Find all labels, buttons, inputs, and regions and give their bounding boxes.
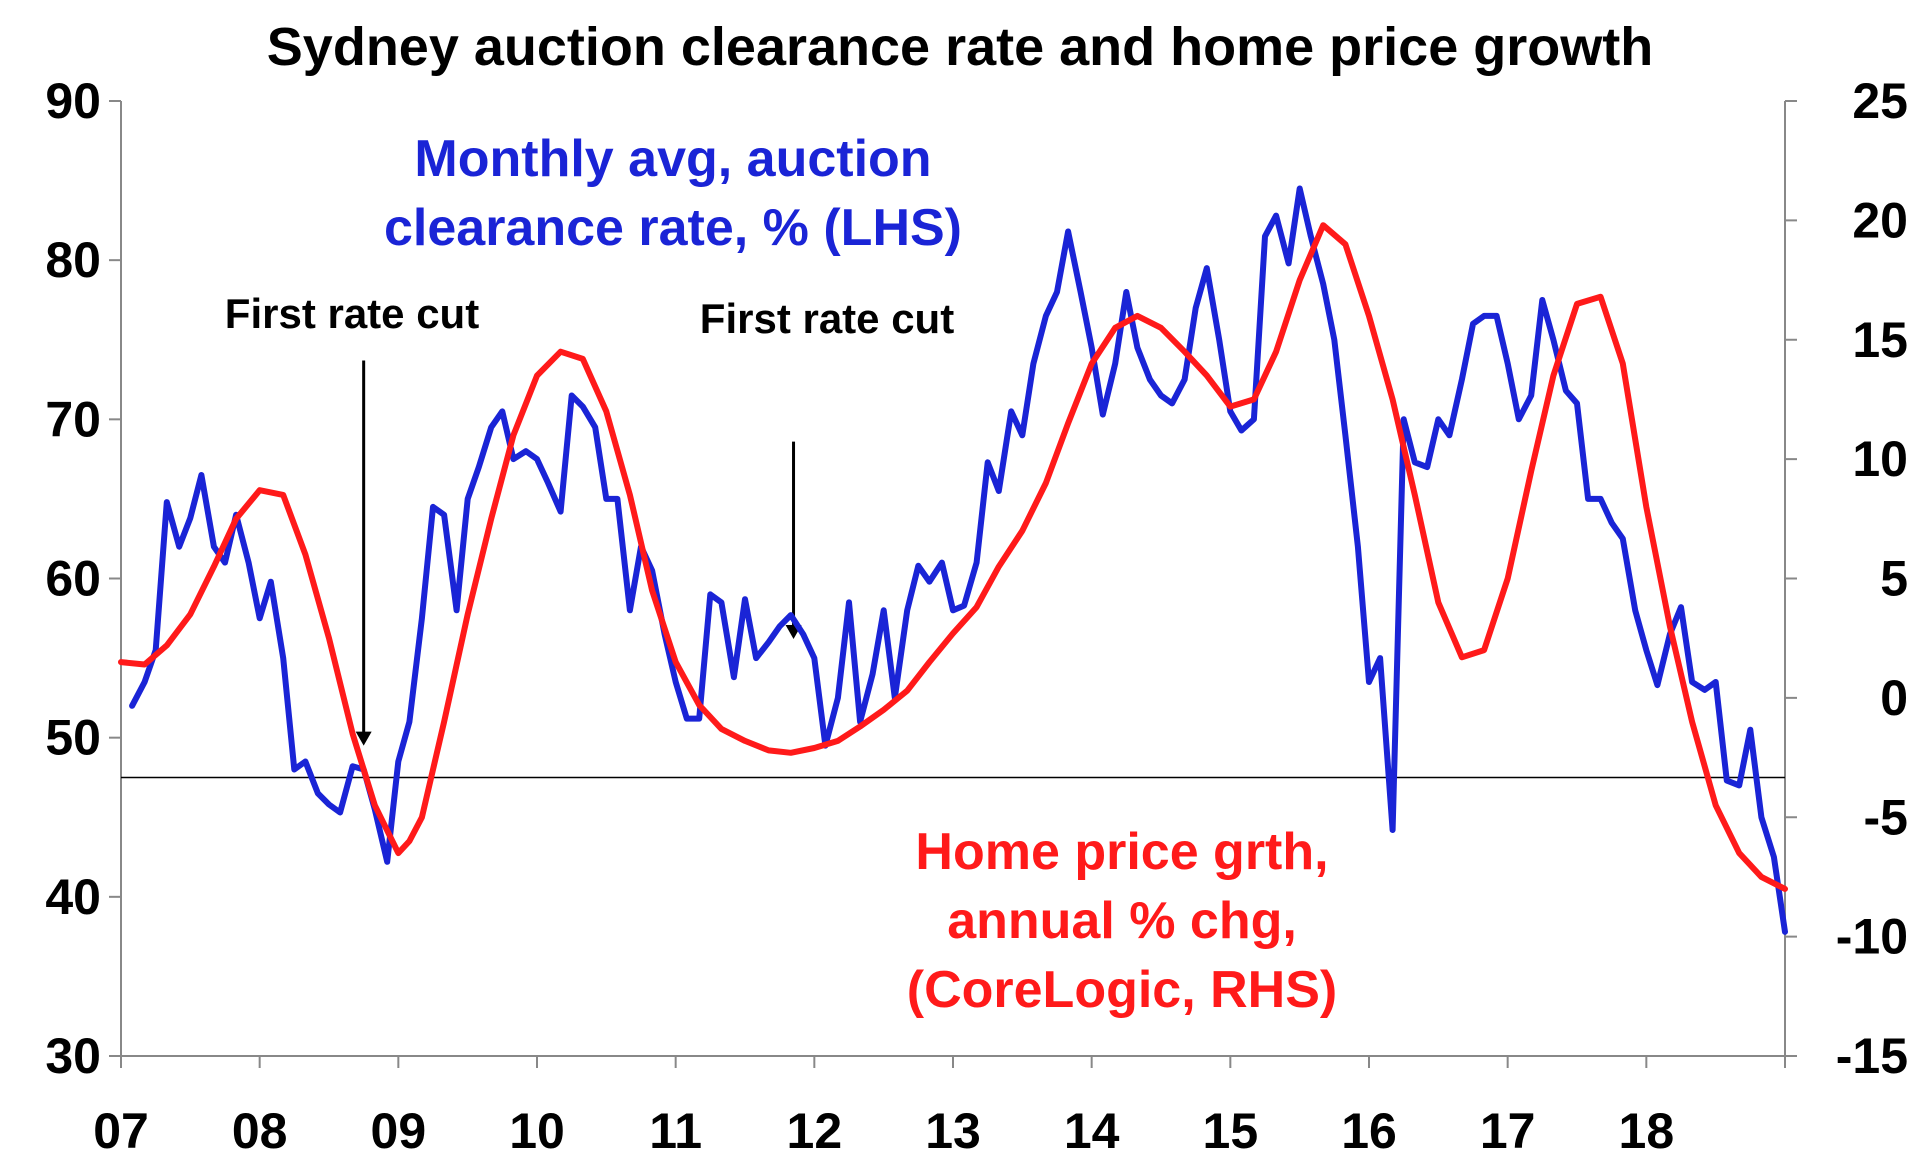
rate-cut-label-1: First rate cut — [225, 290, 479, 337]
right-tick-label: -15 — [1836, 1028, 1908, 1084]
left-tick-label: 50 — [45, 710, 101, 766]
x-tick-label: 10 — [509, 1103, 565, 1159]
blue-series-label: Monthly avg, auction clearance rate, % (… — [384, 130, 962, 257]
red-series-label: Home price grth, annual % chg, (CoreLogi… — [907, 823, 1337, 1019]
left-tick-label: 30 — [45, 1028, 101, 1084]
right-tick-label: 10 — [1852, 431, 1908, 487]
x-tick-label: 16 — [1341, 1103, 1397, 1159]
rate-cut-annotation-1: First rate cut — [225, 290, 479, 746]
right-tick-label: -10 — [1836, 909, 1908, 965]
x-tick-label: 08 — [232, 1103, 288, 1159]
home-price-growth-line — [118, 222, 1788, 892]
rate-cut-annotation-2: First rate cut — [700, 295, 954, 639]
x-tick-label: 07 — [93, 1103, 149, 1159]
right-tick-label: 5 — [1880, 551, 1908, 607]
right-tick-label: 0 — [1880, 670, 1908, 726]
red-series-label-line-2: annual % chg, — [947, 892, 1297, 950]
x-tick-label: 17 — [1480, 1103, 1536, 1159]
blue-series-label-line-1: Monthly avg, auction — [414, 130, 931, 188]
left-tick-label: 60 — [45, 551, 101, 607]
left-tick-label: 40 — [45, 869, 101, 925]
chart-title: Sydney auction clearance rate and home p… — [267, 17, 1653, 77]
x-tick-label: 13 — [925, 1103, 981, 1159]
blue-series-label-line-2: clearance rate, % (LHS) — [384, 199, 962, 257]
rate-cut-label-2: First rate cut — [700, 295, 954, 342]
x-tick-label: 11 — [649, 1103, 702, 1159]
red-series-label-line-3: (CoreLogic, RHS) — [907, 961, 1337, 1019]
x-tick-label: 15 — [1203, 1103, 1259, 1159]
x-tick-label: 14 — [1064, 1103, 1120, 1159]
red-series-label-line-1: Home price grth, — [915, 823, 1328, 881]
series — [118, 185, 1788, 935]
left-tick-label: 70 — [45, 391, 101, 447]
left-tick-label: 80 — [45, 232, 101, 288]
right-tick-label: 20 — [1852, 192, 1908, 248]
left-tick-label: 90 — [45, 73, 101, 129]
x-tick-label: 12 — [787, 1103, 843, 1159]
right-tick-label: 25 — [1852, 73, 1908, 129]
x-tick-label: 09 — [371, 1103, 427, 1159]
arrow-head — [355, 731, 372, 746]
rate-cut-arrow-1 — [355, 360, 372, 746]
right-tick-label: 15 — [1852, 312, 1908, 368]
x-tick-label: 18 — [1619, 1103, 1675, 1159]
rate-cut-arrow-2 — [785, 441, 802, 639]
right-tick-label: -5 — [1864, 789, 1908, 845]
auction-clearance-line — [129, 185, 1788, 935]
